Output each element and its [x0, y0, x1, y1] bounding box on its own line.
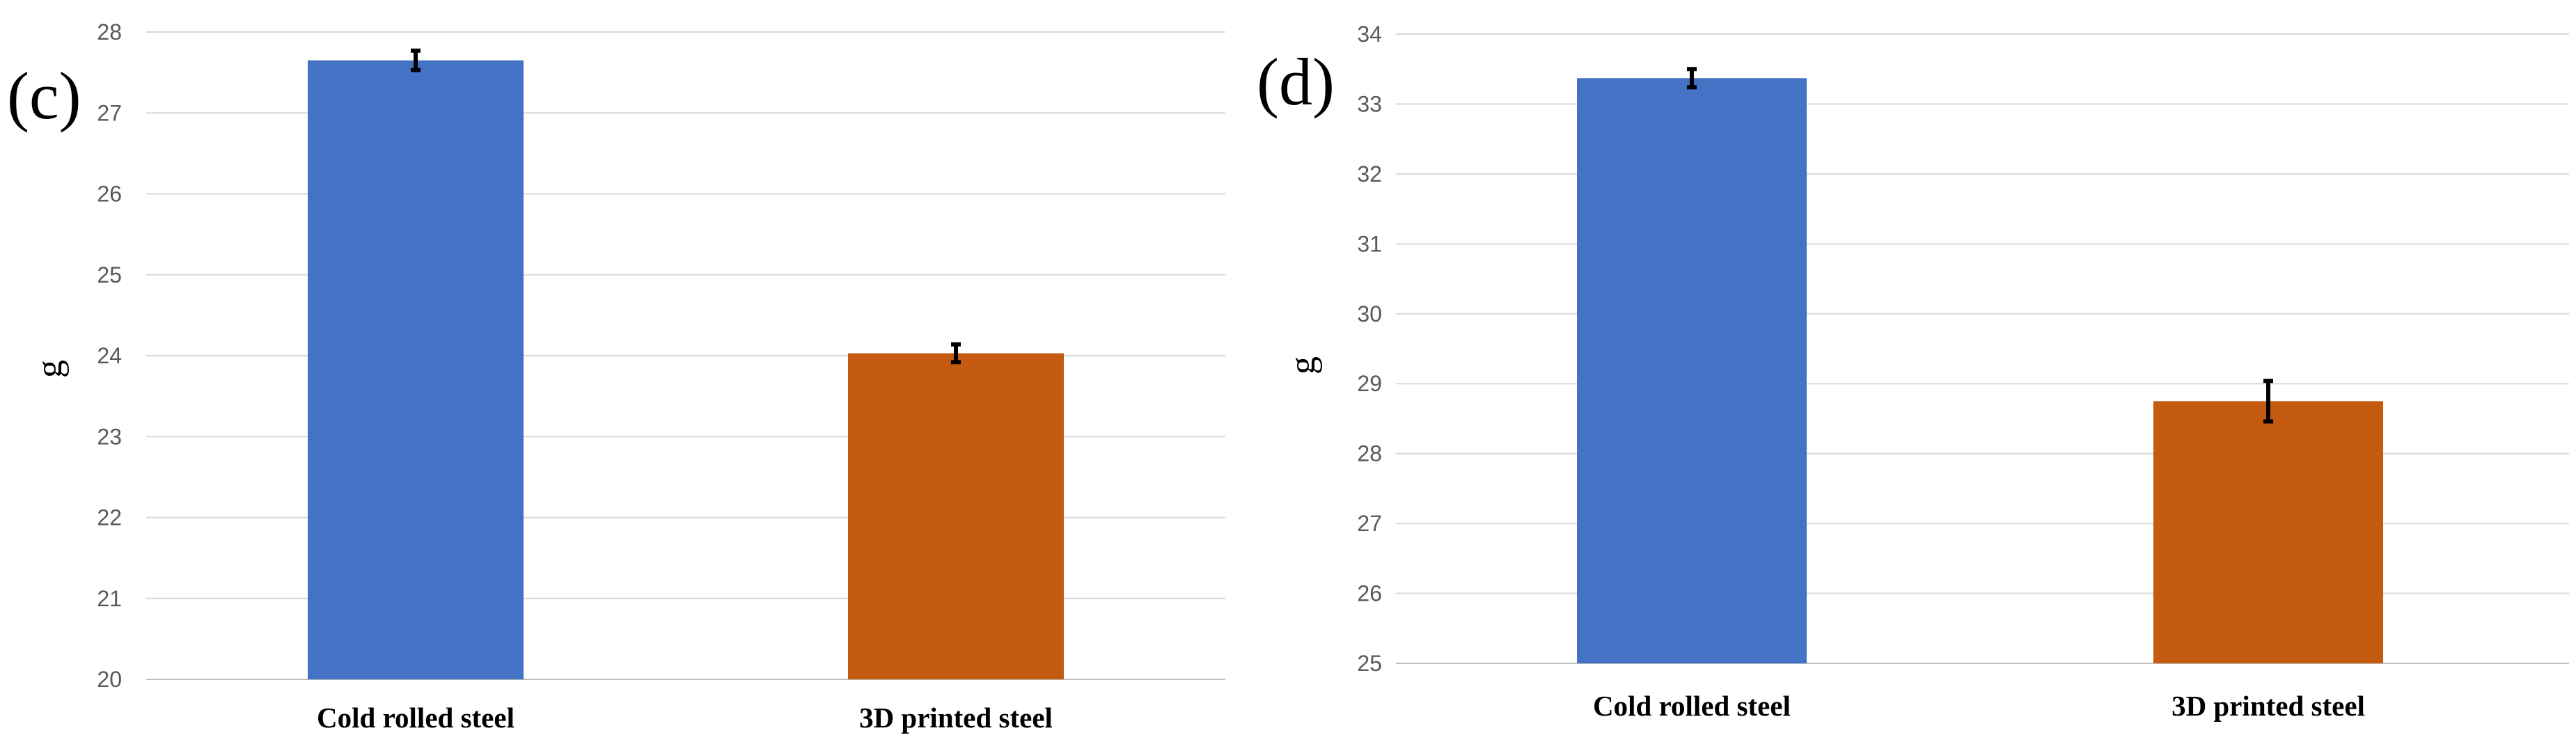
y-tick-label-c: 28 — [97, 19, 122, 45]
y-tick-label-d: 27 — [1357, 511, 1382, 536]
x-category-label-d: Cold rolled steel — [1593, 690, 1791, 722]
chart-panel-c: (c) g 20 21 22 23 24 25 26 27 28 Cold rolled stee… — [7, 19, 1225, 734]
y-tick-label-d: 25 — [1357, 651, 1382, 676]
bar-d-1 — [1577, 78, 1807, 663]
y-axis-title-d: g — [1283, 356, 1323, 374]
y-tick-label-c: 26 — [97, 182, 122, 207]
y-tick-label-d: 29 — [1357, 371, 1382, 396]
bar-d-2 — [2153, 401, 2383, 663]
x-category-label-c: 3D printed steel — [859, 702, 1053, 734]
y-tick-label-c: 20 — [97, 667, 122, 692]
y-tick-label-d: 26 — [1357, 581, 1382, 606]
bar-c-1 — [308, 60, 524, 679]
y-tick-label-d: 32 — [1357, 161, 1382, 187]
y-tick-label-c: 22 — [97, 505, 122, 530]
y-tick-label-d: 28 — [1357, 441, 1382, 466]
y-tick-label-d: 31 — [1357, 231, 1382, 256]
x-category-label-d: 3D printed steel — [2171, 690, 2365, 722]
y-tick-label-c: 25 — [97, 262, 122, 287]
y-tick-label-d: 34 — [1357, 22, 1382, 47]
y-axis-title-c: g — [30, 360, 70, 378]
y-tick-label-c: 23 — [97, 424, 122, 449]
chart-panel-d: (d) g 25 26 27 28 29 30 31 32 33 34 Cold rolled st… — [1257, 22, 2569, 722]
panel-label-d: (d) — [1257, 45, 1335, 119]
error-bar-d-1 — [1687, 67, 1697, 90]
bar-c-2 — [848, 353, 1064, 679]
y-tick-label-d: 33 — [1357, 91, 1382, 116]
y-tick-label-c: 24 — [97, 343, 122, 368]
error-bar-c-2 — [951, 342, 961, 365]
error-bar-d-2 — [2263, 379, 2273, 424]
y-tick-label-c: 27 — [97, 100, 122, 125]
y-tick-label-c: 21 — [97, 586, 122, 611]
x-category-label-c: Cold rolled steel — [317, 702, 515, 734]
error-bar-c-1 — [411, 48, 421, 72]
panel-label-c: (c) — [7, 58, 81, 133]
y-tick-label-d: 30 — [1357, 301, 1382, 326]
